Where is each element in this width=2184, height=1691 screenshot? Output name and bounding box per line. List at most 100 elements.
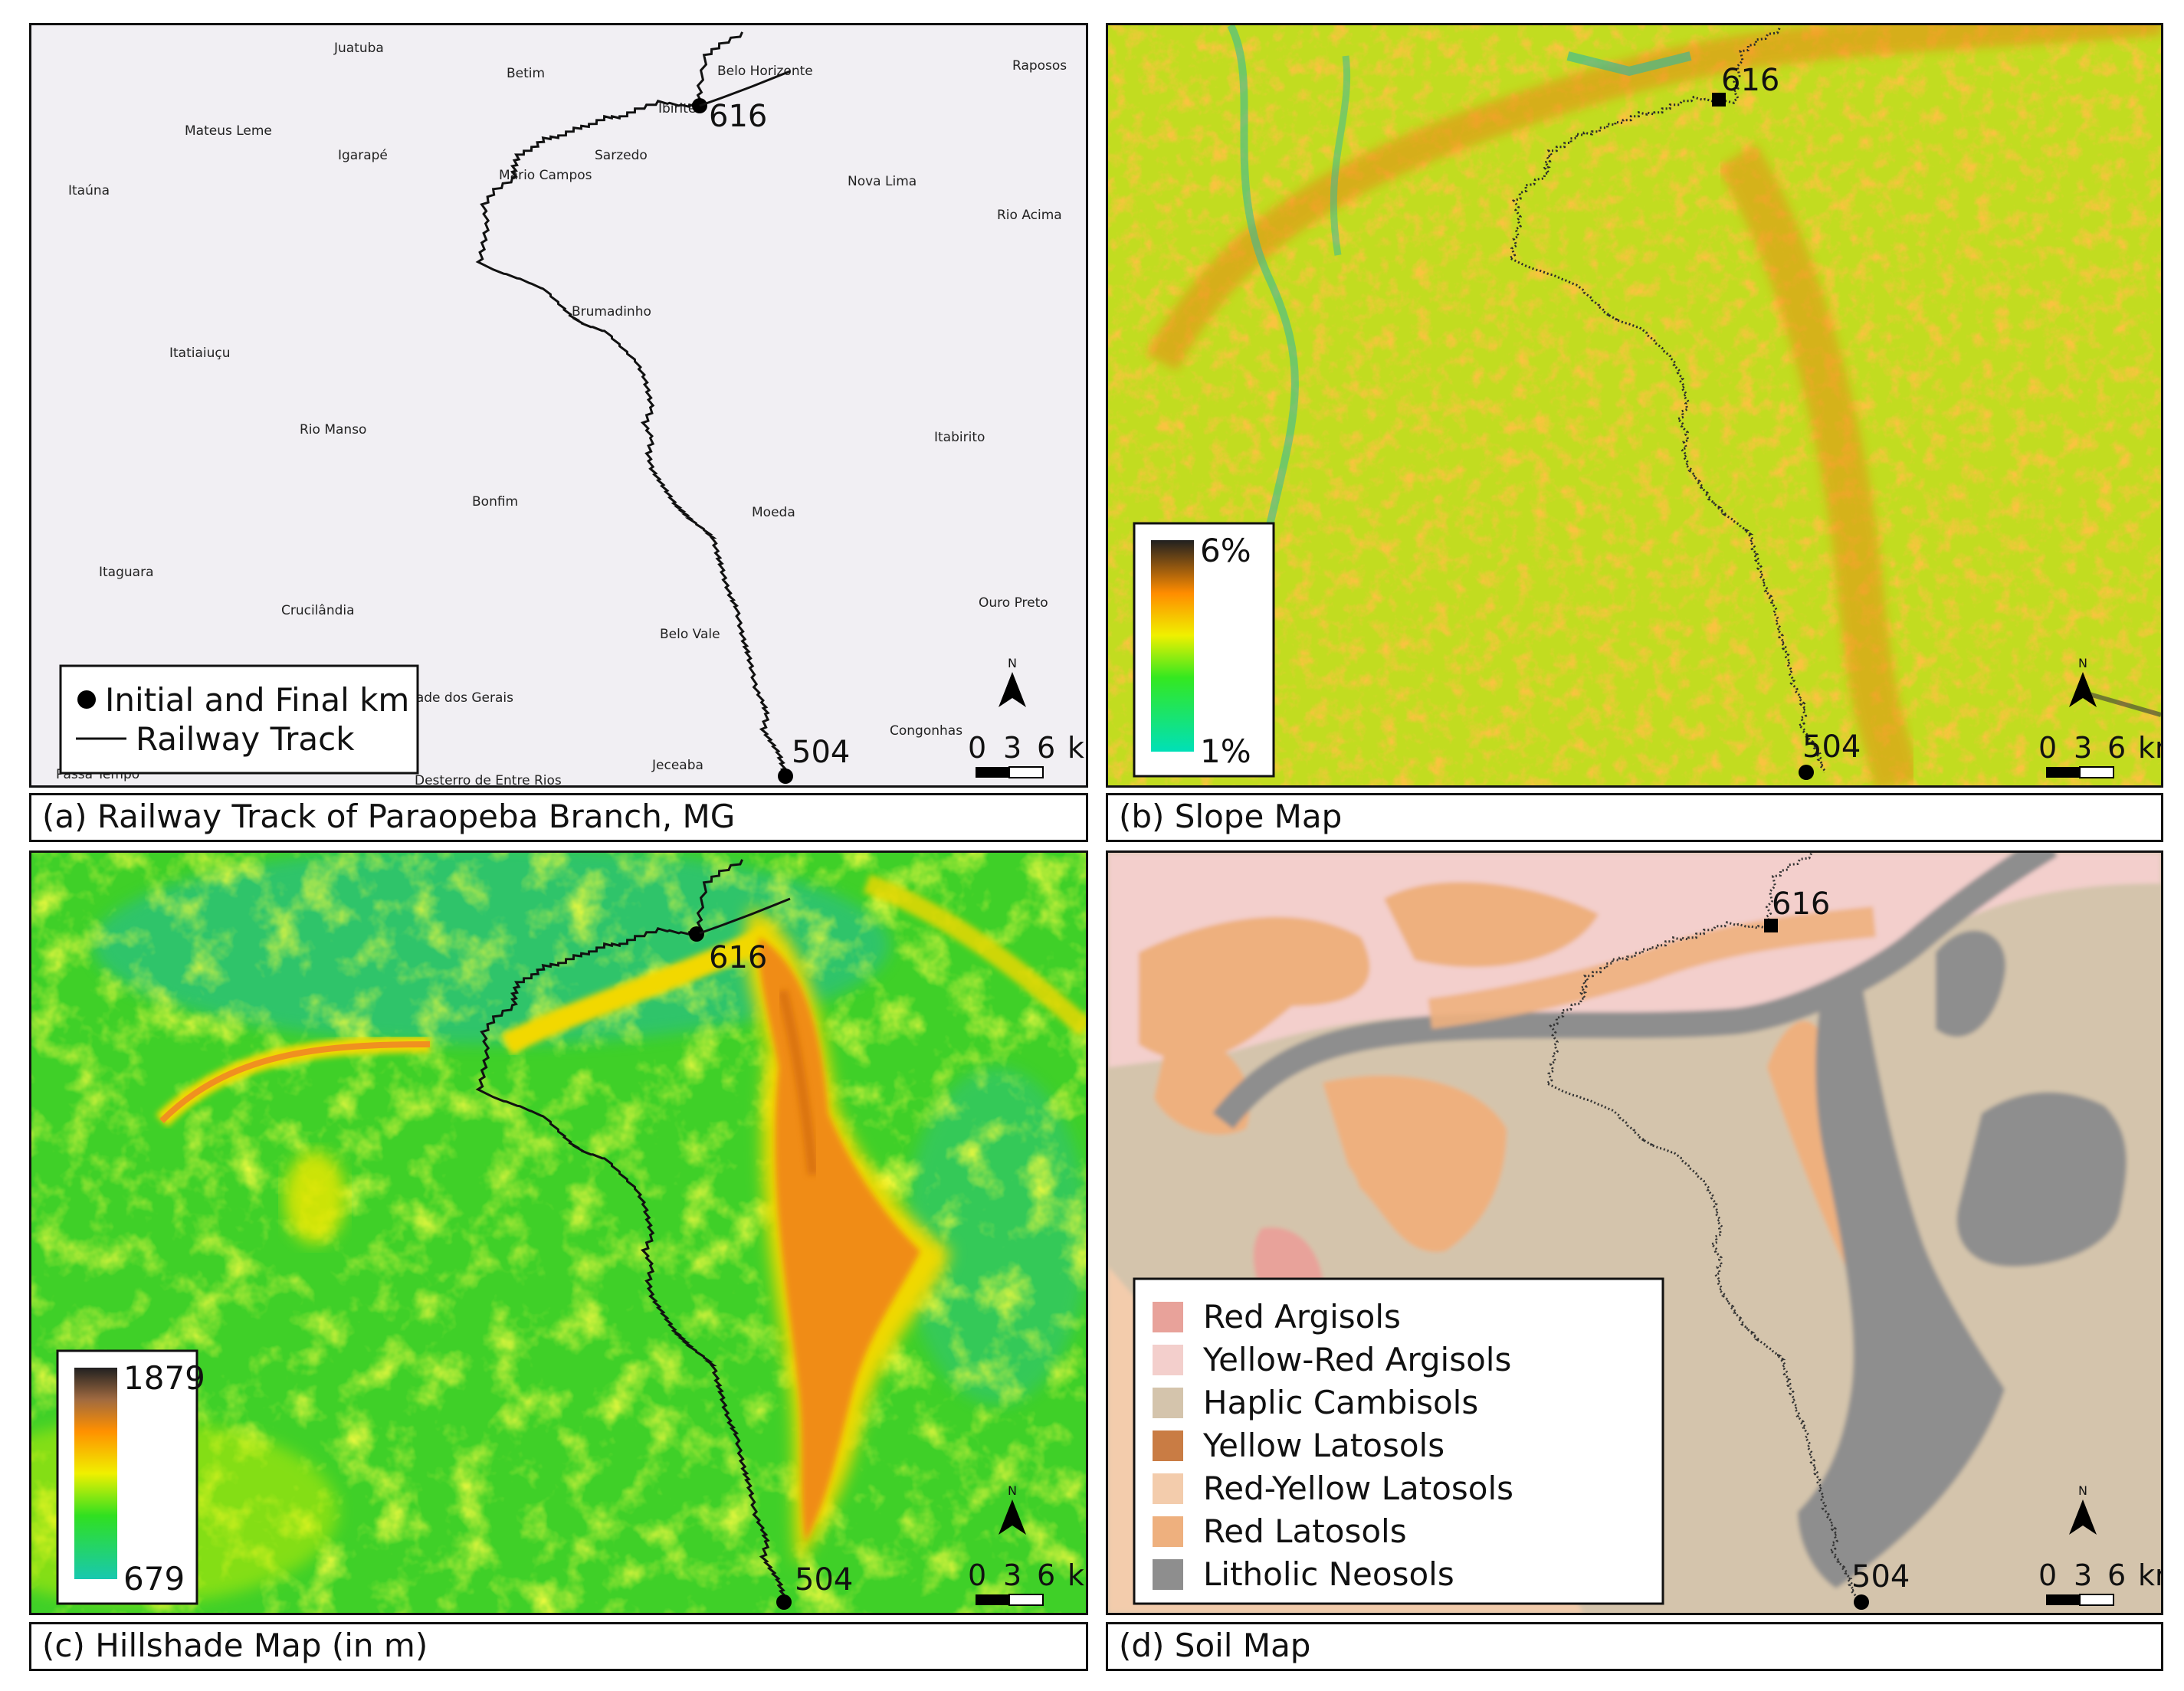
slope-scale-min: 1%	[1200, 732, 1251, 770]
caption-b: (b) Slope Map	[1106, 793, 2163, 842]
scale-label: km	[2138, 731, 2161, 765]
north-arrow-scale-bar: N 036 km	[2038, 656, 2161, 778]
north-arrow-scale-bar: N 036 km	[968, 656, 1086, 778]
soil-legend-label: Red Latosols	[1203, 1512, 1407, 1550]
hillshade-map-canvas: 616 504 1879 679 N 036 km	[31, 853, 1086, 1613]
soil-swatch	[1153, 1388, 1183, 1418]
panel-hillshade-map: 616 504 1879 679 N 036 km	[29, 850, 1088, 1615]
soil-legend-label: Red Argisols	[1203, 1298, 1401, 1335]
scale-label: 6	[2107, 1558, 2126, 1592]
scale-bar-dark	[976, 1594, 1009, 1605]
slope-map-canvas: 616 504 6% 1% N 036 km	[1108, 25, 2161, 785]
town-label: Itaguara	[99, 565, 154, 580]
town-label: Crucilândia	[281, 603, 355, 618]
scale-bar-light	[1008, 1594, 1044, 1606]
town-label: Belo Horizonte	[717, 64, 813, 79]
town-label: Piedade dos Gerais	[389, 690, 513, 706]
soil-swatch	[1153, 1430, 1183, 1461]
town-label: Mário Campos	[499, 168, 592, 183]
elevation-scale-min: 679	[123, 1560, 185, 1598]
scale-bar-dark	[2046, 767, 2080, 778]
town-label: Brumadinho	[572, 304, 651, 320]
railway-track-line	[475, 31, 789, 777]
scale-label: 3	[1003, 1558, 1021, 1592]
north-arrow-icon	[999, 1499, 1026, 1535]
town-label: Itabirito	[934, 430, 985, 445]
panel-slope-map: 616 504 6% 1% N 036 km	[1106, 23, 2163, 788]
soil-swatch	[1153, 1345, 1183, 1375]
scale-label: 3	[1003, 731, 1021, 765]
north-label: N	[2078, 1483, 2087, 1498]
railway-branch-line	[699, 70, 791, 107]
town-label: Igarapé	[338, 148, 388, 163]
scale-bar-light	[1008, 766, 1044, 778]
slope-scale-max: 6%	[1200, 532, 1251, 569]
town-label: Raposos	[1012, 58, 1067, 74]
elevation-scale-max: 1879	[123, 1359, 205, 1397]
map-legend: Initial and Final km Railway Track	[59, 664, 419, 775]
soil-km-616-label: 616	[1772, 886, 1830, 922]
town-label: Moeda	[752, 505, 795, 520]
scale-label: 3	[2074, 1558, 2092, 1592]
elevation-colorbar: 1879 679	[56, 1349, 205, 1605]
town-label: Mateus Leme	[185, 123, 272, 139]
scale-label: 0	[2038, 1558, 2057, 1592]
town-label: Rio Acima	[997, 208, 1062, 223]
soil-legend-label: Yellow-Red Argisols	[1202, 1341, 1511, 1378]
town-label: Itatiaiuçu	[169, 346, 231, 361]
legend-line-label: Railway Track	[136, 720, 355, 758]
town-label: Congonhas	[890, 723, 962, 739]
town-label: Rio Manso	[300, 422, 366, 437]
panel-soil-map: 616 504 Red Argisols Yellow-Red Argisols H…	[1106, 850, 2163, 1615]
north-arrow-scale-bar: N 036 km	[968, 1483, 1086, 1606]
scale-label: 6	[2107, 731, 2126, 765]
caption-d: (d) Soil Map	[1106, 1622, 2163, 1671]
km-504-label: 504	[792, 735, 850, 770]
legend-point-label: Initial and Final km	[105, 681, 409, 719]
soil-legend-label: Yellow Latosols	[1202, 1427, 1445, 1464]
soil-legend-label: Haplic Cambisols	[1203, 1384, 1478, 1421]
slope-colorbar: 6% 1%	[1133, 522, 1275, 778]
scale-label: 3	[2074, 731, 2092, 765]
soil-map-canvas: 616 504 Red Argisols Yellow-Red Argisols H…	[1108, 853, 2161, 1613]
hillshade-km-616-label: 616	[709, 940, 767, 975]
scale-label: 6	[1037, 1558, 1055, 1592]
scale-bar-light	[2079, 1594, 2114, 1606]
scale-label: 0	[968, 1558, 986, 1592]
north-label: N	[1008, 1483, 1017, 1498]
slope-km-616-label: 616	[1721, 63, 1779, 98]
town-label: Ouro Preto	[979, 595, 1048, 611]
scale-label: 6	[1037, 731, 1055, 765]
north-label: N	[1008, 656, 1017, 670]
town-label: Desterro de Entre Rios	[415, 773, 562, 785]
soil-swatch	[1153, 1473, 1183, 1504]
caption-a: (a) Railway Track of Paraopeba Branch, M…	[29, 793, 1088, 842]
soil-legend: Red Argisols Yellow-Red Argisols Haplic Ca…	[1133, 1277, 1664, 1605]
railway-track-line	[475, 859, 789, 1604]
town-label: Juatuba	[333, 41, 384, 56]
north-arrow-icon	[2069, 672, 2097, 707]
scale-label: 0	[2038, 731, 2057, 765]
scale-bar-dark	[2046, 1594, 2080, 1605]
hillshade-km-504-label: 504	[795, 1562, 853, 1598]
north-label: N	[2078, 656, 2087, 670]
north-arrow-scale-bar: N 036 km	[2038, 1483, 2161, 1606]
town-label: Bonfim	[472, 494, 518, 510]
soil-swatch	[1153, 1516, 1183, 1547]
soil-legend-label: Red-Yellow Latosols	[1203, 1470, 1513, 1507]
scale-label: km	[1067, 731, 1086, 765]
caption-c: (c) Hillshade Map (in m)	[29, 1622, 1088, 1671]
km-504-marker	[778, 768, 793, 784]
town-label: Nova Lima	[848, 174, 917, 189]
soil-swatch	[1153, 1302, 1183, 1332]
town-label: Belo Vale	[660, 627, 720, 642]
north-arrow-icon	[999, 672, 1026, 707]
panel-railway-map: Juatuba Betim Belo Horizonte Raposos Ibirité…	[29, 23, 1088, 788]
scale-bar-dark	[976, 767, 1009, 778]
soil-km-504-label: 504	[1851, 1559, 1910, 1594]
scale-label: km	[1067, 1558, 1086, 1592]
scale-bar-light	[2079, 766, 2114, 778]
town-label: Betim	[507, 66, 545, 81]
soil-swatch	[1153, 1559, 1183, 1590]
